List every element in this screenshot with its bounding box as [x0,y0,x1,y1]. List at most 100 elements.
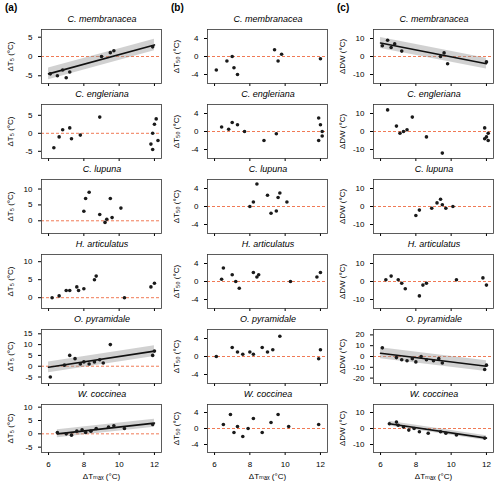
svg-text:-4: -4 [191,370,199,379]
svg-text:-10: -10 [353,220,365,229]
svg-text:5: 5 [28,416,33,425]
svg-text:ΔT₅₀ (°C): ΔT₅₀ (°C) [172,265,181,299]
svg-text:8: 8 [82,460,87,469]
svg-text:-20: -20 [353,374,365,383]
svg-text:10: 10 [281,460,290,469]
svg-text:0: 0 [28,429,33,438]
html-text:C. membranacea: C. membranacea [233,14,303,24]
svg-text:5: 5 [28,33,33,42]
svg-text:0: 0 [194,202,199,211]
html-text:C. engleriana: C. engleriana [75,89,129,99]
svg-text:10: 10 [115,460,124,469]
svg-text:ΔT₅ (°C): ΔT₅ (°C) [6,41,15,71]
svg-text:0: 0 [360,352,365,361]
svg-text:0: 0 [28,52,33,61]
svg-text:ΔDW (°C): ΔDW (°C) [338,189,347,225]
svg-text:5: 5 [28,351,33,360]
svg-text:8: 8 [414,460,419,469]
svg-text:ΔT₅₀ (°C): ΔT₅₀ (°C) [172,190,181,224]
svg-text:0: 0 [28,129,33,138]
svg-text:ΔT₅ (°C): ΔT₅ (°C) [6,116,15,146]
svg-text:ΔT₅₀ (°C): ΔT₅₀ (°C) [172,40,181,74]
svg-text:ΔT₅ (°C): ΔT₅ (°C) [6,413,15,443]
svg-text:10: 10 [24,257,33,266]
svg-text:12: 12 [150,460,159,469]
svg-text:ΔDW (°C): ΔDW (°C) [338,114,347,150]
svg-text:0: 0 [360,52,365,61]
svg-text:12: 12 [316,460,325,469]
svg-text:-10: -10 [353,440,365,449]
svg-text:0: 0 [360,277,365,286]
svg-text:4: 4 [194,259,199,268]
svg-text:10: 10 [24,340,33,349]
svg-text:4: 4 [194,408,199,417]
svg-text:10: 10 [24,403,33,412]
svg-text:0: 0 [28,216,33,225]
svg-text:-5: -5 [25,147,33,156]
svg-text:8: 8 [248,460,253,469]
svg-text:5: 5 [28,111,33,120]
svg-text:0: 0 [28,362,33,371]
svg-text:ΔDW (°C): ΔDW (°C) [338,411,347,447]
html-text:C. engleriana: C. engleriana [241,89,295,99]
svg-text:6: 6 [378,460,383,469]
svg-text:ΔDW (°C): ΔDW (°C) [338,264,347,300]
svg-text:10: 10 [24,185,33,194]
svg-text:-10: -10 [353,363,365,372]
svg-text:4: 4 [194,109,199,118]
svg-text:ΔT₅ (°C): ΔT₅ (°C) [6,341,15,371]
svg-text:ΔDW (°C): ΔDW (°C) [338,339,347,375]
svg-text:0: 0 [194,127,199,136]
svg-text:10: 10 [356,259,365,268]
svg-text:-4: -4 [191,70,199,79]
svg-text:10: 10 [356,109,365,118]
svg-text:-10: -10 [353,295,365,304]
svg-text:-10: -10 [353,70,365,79]
svg-text:-4: -4 [191,145,199,154]
svg-text:ΔT₅₀ (°C): ΔT₅₀ (°C) [172,115,181,149]
svg-text:12: 12 [482,460,491,469]
svg-text:6: 6 [46,460,51,469]
html-text:(b): (b) [171,2,184,13]
svg-text:5: 5 [28,275,33,284]
svg-text:-4: -4 [191,440,199,449]
svg-text:ΔT₅ (°C): ΔT₅ (°C) [6,191,15,221]
svg-text:ΔT₅ (°C): ΔT₅ (°C) [6,266,15,296]
svg-text:20: 20 [356,330,365,339]
html-text:(c): (c) [337,2,350,13]
svg-text:4: 4 [194,334,199,343]
svg-text:-5: -5 [25,373,33,382]
svg-text:ΔTₘₐₓ (°C): ΔTₘₐₓ (°C) [415,472,453,481]
svg-text:-4: -4 [191,295,199,304]
svg-text:0: 0 [194,424,199,433]
html-text:(a): (a) [5,2,18,13]
svg-text:-4: -4 [191,220,199,229]
svg-text:-10: -10 [353,145,365,154]
svg-text:0: 0 [360,127,365,136]
svg-text:ΔTₘₐₓ (°C): ΔTₘₐₓ (°C) [83,472,121,481]
svg-text:6: 6 [212,460,217,469]
svg-text:10: 10 [356,184,365,193]
svg-text:4: 4 [194,34,199,43]
svg-text:ΔDW (°C): ΔDW (°C) [338,39,347,75]
svg-text:ΔT₅₀ (°C): ΔT₅₀ (°C) [172,340,181,374]
svg-text:0: 0 [360,424,365,433]
svg-text:0: 0 [194,52,199,61]
svg-text:ΔT₅₀ (°C): ΔT₅₀ (°C) [172,412,181,446]
svg-text:0: 0 [28,293,33,302]
svg-text:15: 15 [24,329,33,338]
svg-text:10: 10 [356,34,365,43]
svg-text:0: 0 [194,277,199,286]
svg-text:-5: -5 [25,71,33,80]
svg-text:5: 5 [28,200,33,209]
html-text:C. membranacea: C. membranacea [399,14,469,24]
svg-text:0: 0 [194,352,199,361]
svg-text:0: 0 [360,202,365,211]
svg-text:ΔTₘₐₓ (°C): ΔTₘₐₓ (°C) [249,472,287,481]
svg-text:-5: -5 [25,443,33,452]
svg-text:10: 10 [356,408,365,417]
html-text:C. membranacea: C. membranacea [67,14,137,24]
svg-text:10: 10 [356,341,365,350]
svg-text:4: 4 [194,184,199,193]
svg-text:10: 10 [447,460,456,469]
